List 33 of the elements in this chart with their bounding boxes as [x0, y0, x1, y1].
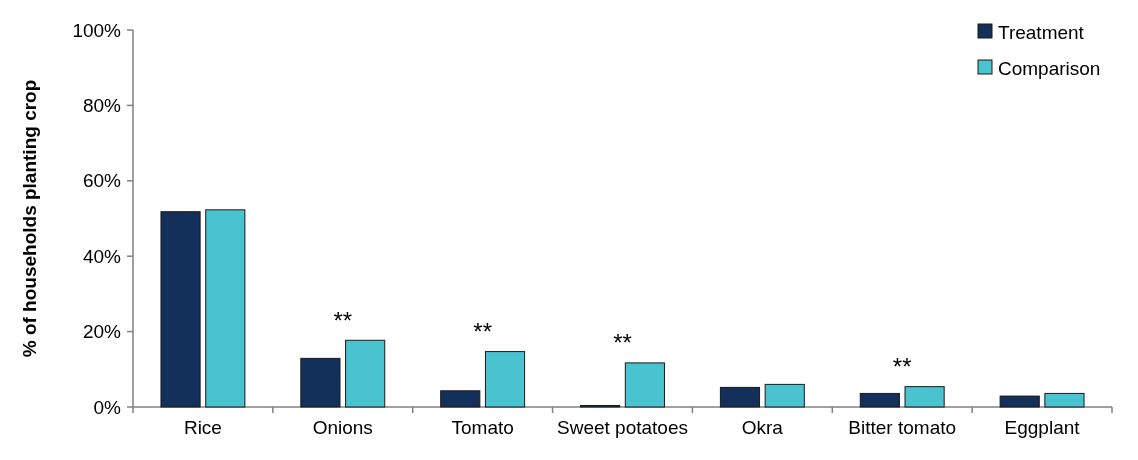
bar: [904, 386, 945, 408]
y-tick-label: 0%: [93, 396, 122, 418]
x-tick-label: Onions: [312, 417, 373, 438]
annotation: **: [473, 317, 492, 345]
x-tick-label: Eggplant: [1004, 417, 1081, 438]
bar: [205, 209, 246, 408]
x-tick-label: Bitter tomato: [848, 417, 957, 438]
annotation: **: [613, 329, 632, 357]
bar: [300, 357, 341, 408]
y-axis-title: % of households planting crop: [19, 79, 40, 358]
x-tick-label: Rice: [183, 417, 222, 438]
bar: [764, 383, 805, 408]
y-tick-label: 40%: [82, 245, 122, 267]
bar: [719, 386, 761, 408]
x-tick-label: Okra: [741, 417, 784, 438]
bar: [1044, 392, 1085, 408]
y-tick-label: 20%: [82, 321, 122, 343]
y-tick-label: 60%: [82, 170, 122, 192]
bar: [859, 392, 900, 408]
legend-label: Treatment: [998, 21, 1085, 43]
x-tick-label: Sweet potatoes: [557, 417, 688, 438]
x-tick-label: Tomato: [451, 417, 514, 438]
bar: [999, 395, 1040, 408]
bar: [484, 351, 526, 408]
y-tick-label: 100%: [72, 19, 122, 41]
annotation: **: [892, 353, 912, 381]
bar: [160, 211, 201, 408]
y-tick-label: 80%: [82, 95, 122, 117]
bar: [440, 390, 481, 408]
bar: [345, 339, 386, 408]
bar: [624, 362, 665, 408]
legend-label: Comparison: [998, 57, 1101, 79]
annotation: **: [333, 306, 353, 334]
